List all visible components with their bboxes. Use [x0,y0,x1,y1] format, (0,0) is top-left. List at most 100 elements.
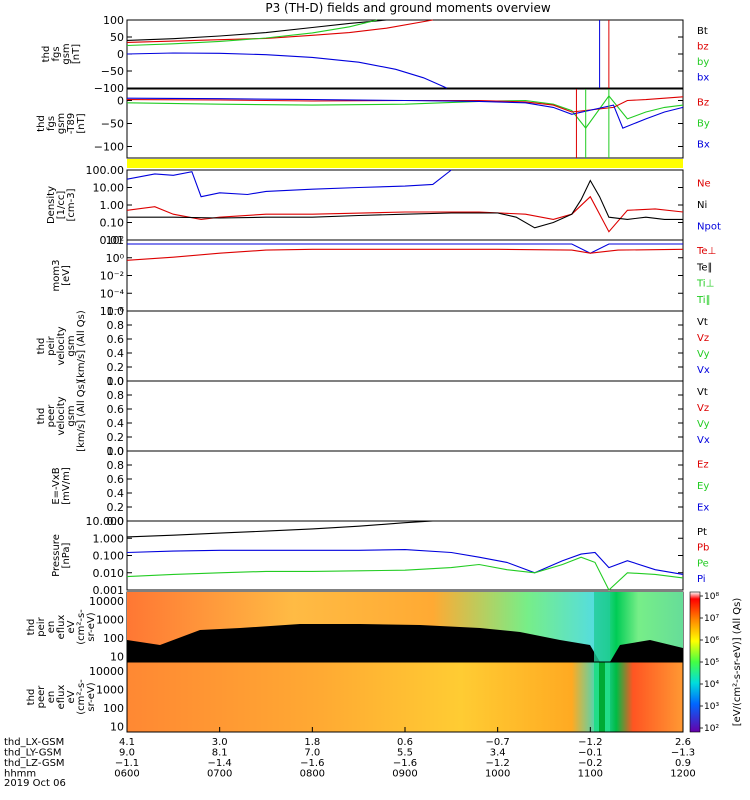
electron-spectrogram-fill [127,662,683,732]
y-tick-label: 0.8 [107,459,125,472]
series-line-By [126,94,684,130]
y-axis-label-line: fgs [51,46,62,61]
y-tick-label: 0.2 [107,501,125,514]
y-axis-label-line: thd [41,46,52,63]
y-tick-label: 10 [110,720,124,733]
y-axis-label-line: [nT] [71,44,82,64]
series-line-bz [126,19,433,43]
y-tick-label: −100 [94,141,124,154]
y-tick-label: 0.2 [107,361,125,374]
y-tick-label: 1.0 [107,305,125,318]
legend-entry: Te∥ [696,262,713,273]
x-axis-value: −1.2 [578,737,602,748]
colorbar-gradient [689,591,701,733]
legend-entry: Ni [697,200,707,211]
panel-frame [126,450,684,522]
panel-frame [126,239,684,312]
y-axis-label-line: peir [46,335,57,355]
legend-entry: Te⊥ [696,246,716,257]
series-line-Bz [126,96,684,113]
y-tick-label: 0.010 [93,567,125,580]
panel-frame [126,88,684,159]
y-axis-label-line: thd [26,619,37,636]
y-tick-label: −50 [101,65,124,78]
y-axis-label-line: [cm-3] [66,188,77,221]
y-axis-label-line: peer [46,404,57,428]
y-axis-label-line: (cm²-s- [76,609,87,645]
legend-entry: Vt [697,387,708,398]
legend-entry: Pi [697,574,706,585]
y-tick-label: 10⁰ [106,252,125,265]
y-axis-label-line: eflux [56,615,67,640]
y-axis-label-line: fgs [46,116,57,131]
x-axis-value: 4.1 [119,737,135,748]
y-axis-label-line: (cm²-s- [76,679,87,715]
legend-entry: Vz [697,403,709,414]
x-axis-value: 0.9 [675,758,691,769]
y-axis-label-line: eV [66,690,77,703]
x-axis-value: 0700 [207,769,232,780]
y-tick-label: 10⁻⁴ [100,287,125,300]
series-line-Te⊥ [126,248,684,261]
y-axis-label-line: sr-eV) [86,612,97,641]
legend-entry: bx [697,72,709,83]
y-tick-label: 0.001 [93,584,125,597]
x-axis-value: 3.0 [212,737,228,748]
x-axis-row-label: thd_LZ-GSM [4,758,65,769]
legend-entry: Bx [697,140,710,151]
x-axis-value: −0.2 [578,758,602,769]
y-tick-label: 100 [103,702,124,715]
x-axis-value: 1.8 [304,737,320,748]
y-tick-label: 100 [103,632,124,645]
y-tick-label: 0.6 [107,333,125,346]
x-axis-value: 5.5 [397,748,413,759]
x-axis-value: −1.1 [115,758,139,769]
legend-entry: Pb [697,543,709,554]
y-axis-label-line: gsm [56,113,67,134]
x-axis-row-label: thd_LX-GSM [4,737,64,748]
colorbar-tick-label: 10⁶ [704,636,719,646]
y-axis-label-line: velocity [56,396,67,435]
x-axis-value: −0.7 [486,737,510,748]
x-axis-value: 8.1 [212,748,228,759]
y-axis-label-line: thd [36,115,47,132]
colorbar-tick-label: 10² [704,724,719,734]
series-line-bx [126,52,447,89]
colorbar-tick-label: 10⁷ [704,614,719,624]
series-line-Ni [127,179,683,229]
panel-frame [126,169,684,241]
y-tick-label: 0.4 [107,417,125,430]
x-axis-value: 7.0 [304,748,320,759]
ion-spectrogram-low-energy-gap [127,624,600,662]
y-tick-label: 0 [117,48,124,61]
y-tick-label: 0.10 [100,217,125,230]
y-tick-label: 10000 [89,595,124,608]
y-axis-label-line: eflux [56,685,67,710]
y-axis-label-line: [mV/m] [61,467,72,505]
legend-entry: Vx [697,435,710,446]
series-line-Pi [126,549,684,575]
quality-flag-bar [127,159,683,168]
panel-frame [126,310,684,382]
electron-spectrogram [127,662,683,732]
legend-entry: Ez [697,460,709,471]
y-tick-label: −100 [94,82,124,95]
y-tick-label: −50 [101,118,124,131]
y-axis-label-line: velocity [56,326,67,365]
x-axis-value: 1000 [485,769,510,780]
x-axis-row-label: hhmm [4,769,36,780]
y-tick-label: 1000 [96,683,124,696]
y-axis-label-line: [km/s] (All Qs) [76,380,87,452]
series-line-by [126,19,378,47]
x-axis-value: −1.6 [300,758,324,769]
series-line-Pe [126,556,684,591]
legend-entry: Pe [697,558,709,569]
y-tick-label: 0.4 [107,487,125,500]
panel-density: 100.00 10.00 1.00 0.10 0.01 Density [1/cc] [cm-… [46,164,721,247]
date-label: 2019 Oct 06 [4,778,66,789]
legend-entry: Ti∥ [696,295,711,306]
y-tick-label: 0.2 [107,431,125,444]
